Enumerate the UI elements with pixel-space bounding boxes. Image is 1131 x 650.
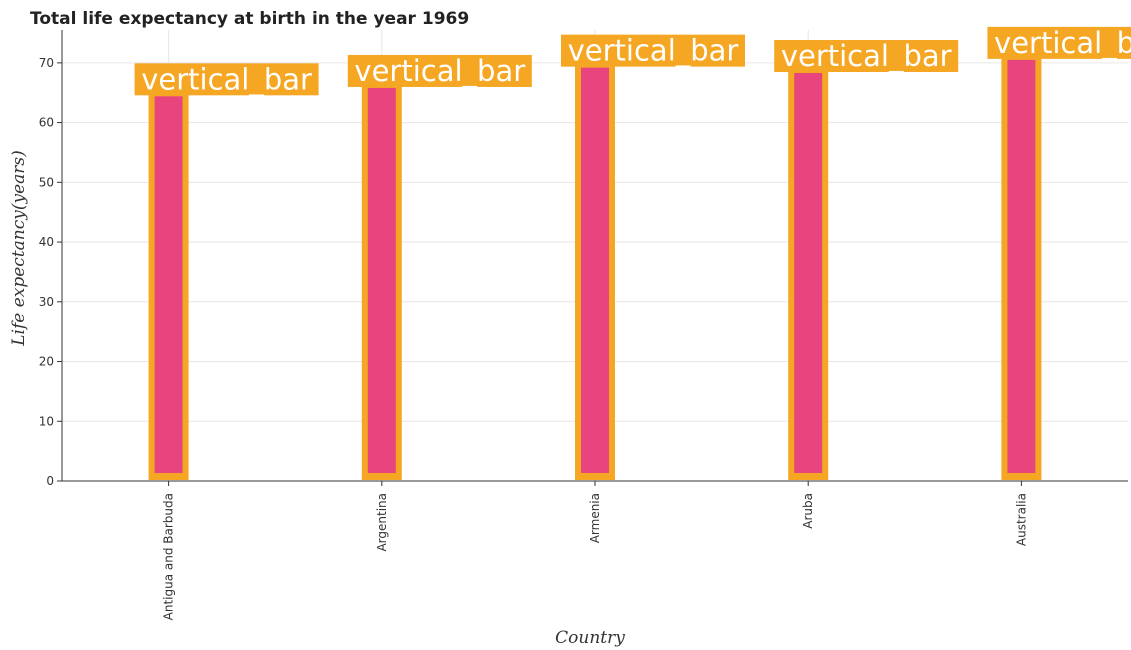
x-axis-label: Country (555, 628, 625, 648)
bar-label: vertical_bar (994, 26, 1131, 60)
bar-label: vertical_bar (354, 54, 525, 88)
x-axis-ticks: Antigua and Barbuda Argentina Armenia Aruba… (162, 481, 1028, 620)
bar-group: vertical_bar (774, 39, 959, 480)
x-tick-label: Armenia (588, 493, 602, 543)
bar (794, 73, 823, 473)
bar (154, 96, 183, 473)
bar-label-box (987, 26, 1131, 59)
bar-group: vertical_bar (134, 62, 319, 480)
x-tick-label: Australia (1014, 493, 1028, 546)
bar-group: vertical_bar (987, 26, 1131, 480)
bar-label: vertical_bar (568, 34, 739, 68)
bar-label-box (347, 54, 532, 87)
y-tick-label: 40 (39, 235, 54, 249)
y-tick-label: 10 (39, 414, 54, 428)
bar (1007, 59, 1036, 473)
x-tick-label: Argentina (375, 493, 389, 552)
y-axis-label: Life expectancy(years) (9, 150, 29, 347)
y-tick-label: 30 (39, 295, 54, 309)
y-tick-label: 20 (39, 355, 54, 369)
bar (581, 67, 609, 473)
bar-label-box (134, 63, 319, 96)
y-tick-label: 70 (39, 56, 54, 70)
bar-group: vertical_bar (561, 34, 745, 480)
y-tick-label: 50 (39, 175, 54, 189)
y-tick-label: 0 (46, 474, 54, 488)
chart-title: Total life expectancy at birth in the ye… (30, 9, 469, 29)
y-tick-label: 60 (39, 116, 54, 130)
bar-group: vertical_bar (347, 54, 532, 480)
x-tick-label: Antigua and Barbuda (162, 493, 176, 620)
bar-label-box (774, 40, 959, 73)
x-tick-label: Aruba (801, 493, 815, 529)
bar (367, 87, 396, 473)
y-axis-ticks: 0 10 20 30 40 50 60 70 (39, 56, 62, 488)
bar-label: vertical_bar (781, 39, 952, 73)
bar-label: vertical_bar (141, 62, 312, 96)
bar-label-box (561, 34, 745, 67)
